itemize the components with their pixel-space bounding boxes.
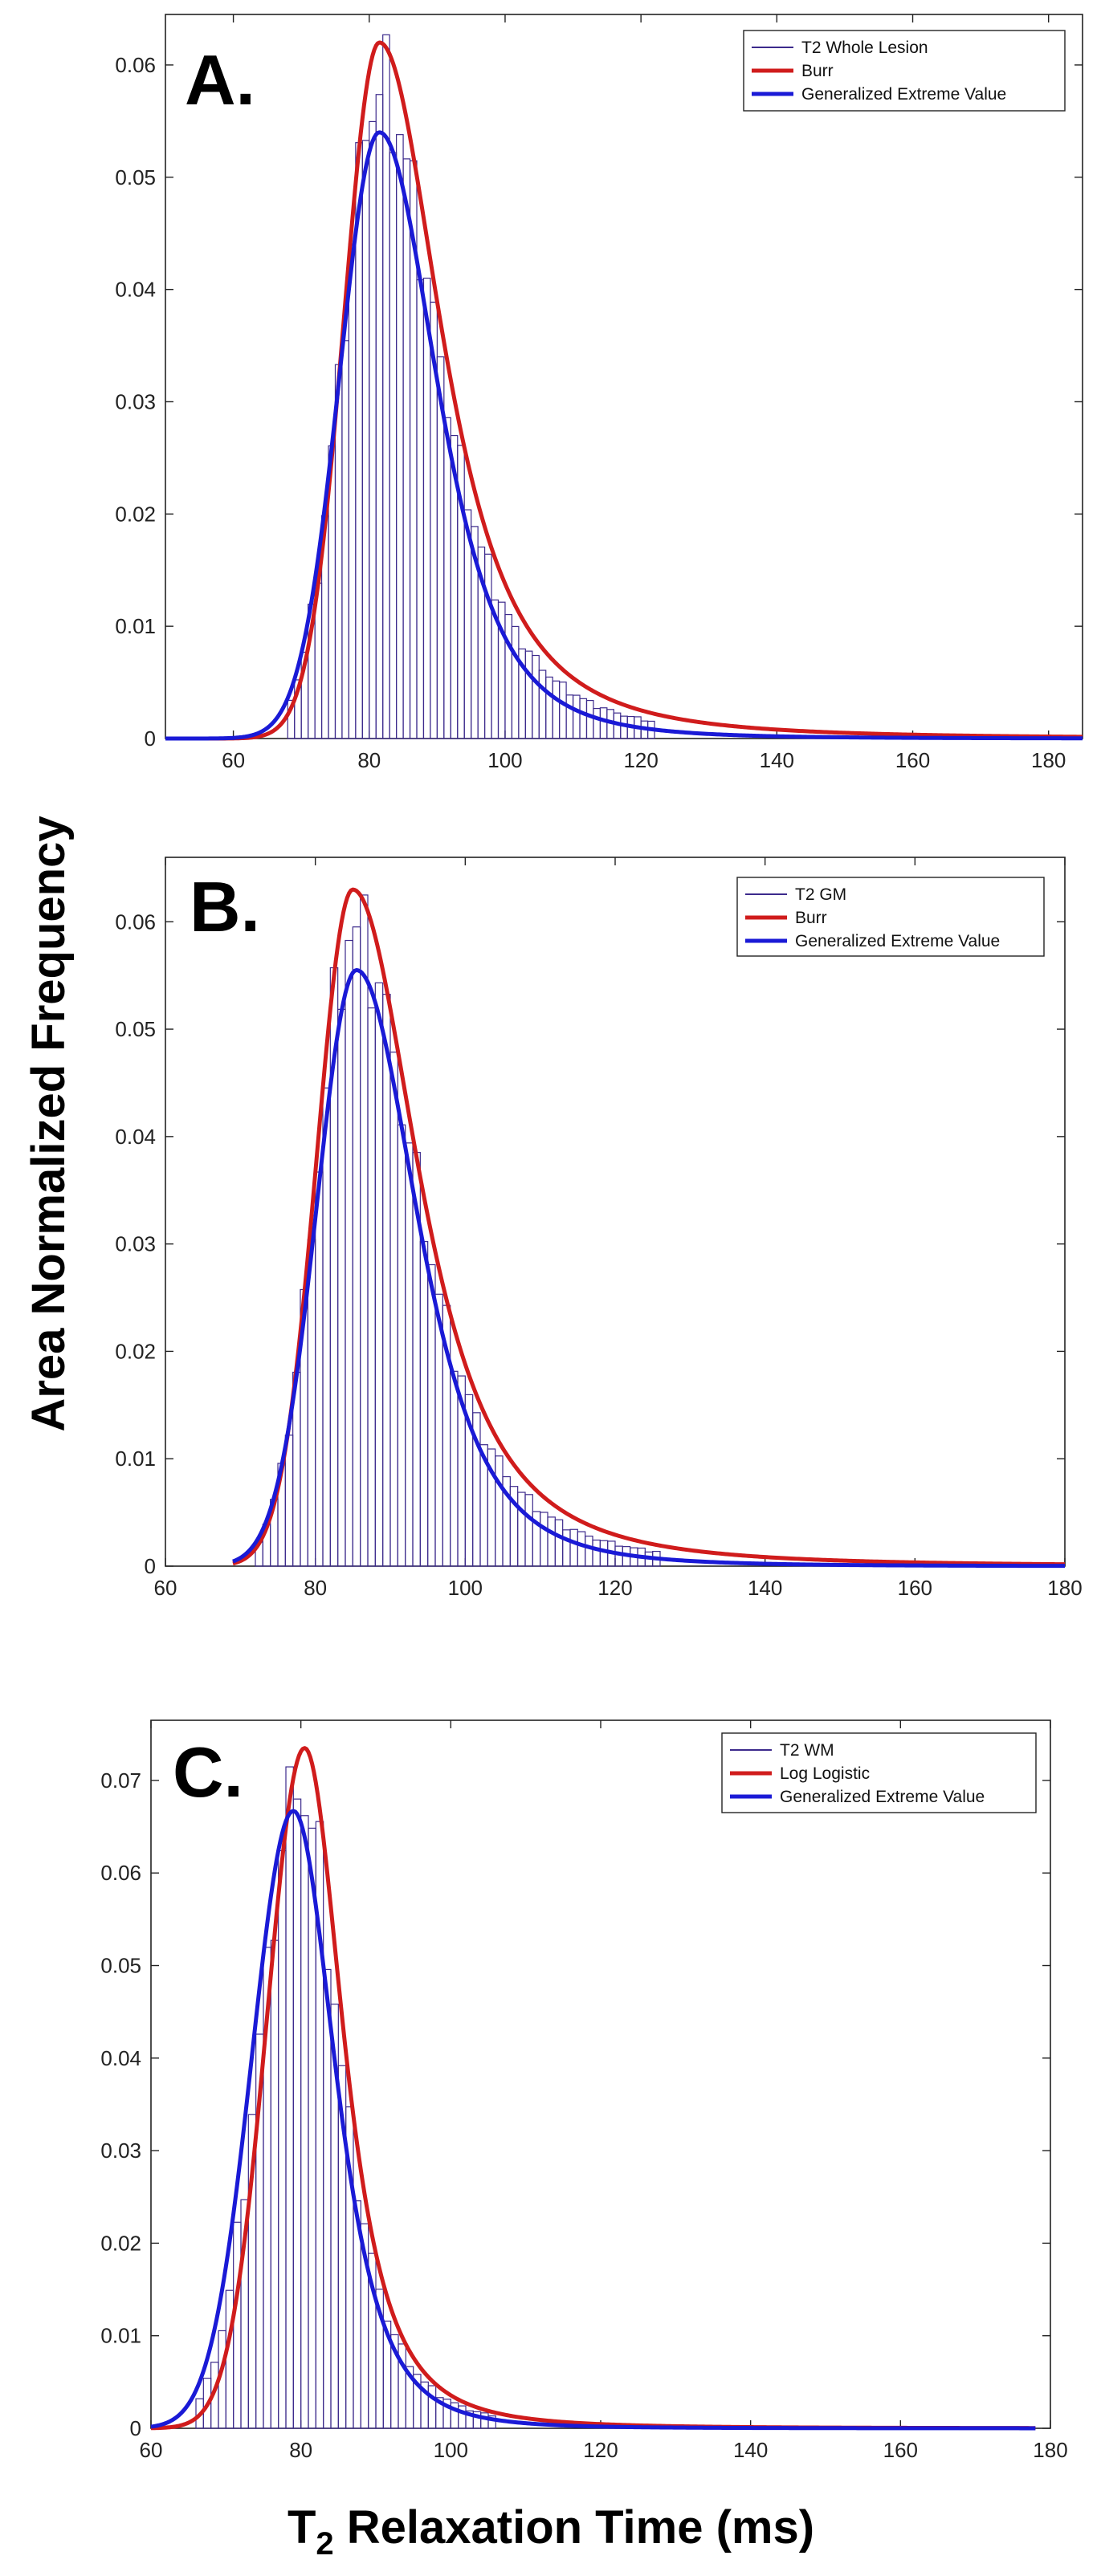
y-tick-label: 0.03 [115, 389, 156, 413]
x-tick-label: 160 [898, 1576, 932, 1600]
x-tick-label: 80 [289, 2438, 312, 2462]
y-tick-label: 0.01 [115, 1447, 156, 1471]
y-axis-title: Area Normalized Frequency [22, 816, 75, 1431]
series-line [232, 887, 1066, 1567]
y-tick-label: 0.06 [115, 910, 156, 934]
legend-entry: Burr [801, 62, 834, 80]
y-tick-label: 0.04 [115, 278, 156, 302]
x-tick-label: 140 [760, 748, 794, 772]
x-tick-label: 160 [895, 748, 930, 772]
x-tick-label: 100 [434, 2438, 468, 2462]
histogram-bar [487, 2415, 496, 2429]
x-tick-label: 120 [597, 1576, 632, 1600]
legend-entry: T2 WM [780, 1741, 834, 1760]
x-tick-label: 80 [357, 748, 381, 772]
x-tick-label: 60 [222, 748, 245, 772]
y-tick-label: 0.01 [115, 614, 156, 638]
x-tick-label: 140 [748, 1576, 782, 1600]
y-tick-label: 0 [130, 2416, 141, 2440]
panel-b: 0 0.01 0.02 0.03 0.04 0.05 0.06 60 80 100 120 140 16… [115, 857, 1083, 1600]
y-tick-label: 0.02 [115, 1339, 156, 1363]
x-tick-label: 60 [154, 1576, 177, 1600]
y-tick-label: 0.02 [115, 502, 156, 526]
legend-entry: T2 GM [795, 885, 846, 904]
x-tick-label: 80 [304, 1576, 327, 1600]
x-tick-label: 140 [733, 2438, 768, 2462]
series-line [232, 967, 1066, 1569]
x-tick-label: 180 [1047, 1576, 1082, 1600]
y-tick-label: 0.05 [115, 165, 156, 189]
x-tick-label: 120 [583, 2438, 618, 2462]
series-line [165, 130, 1083, 741]
y-tick-label: 0 [145, 726, 156, 751]
y-tick-label: 0.05 [115, 1017, 156, 1041]
legend-entry: Generalized Extreme Value [801, 85, 1006, 104]
x-tick-label: 100 [487, 748, 522, 772]
panel-label: B. [190, 867, 260, 946]
y-tick-label: 0.05 [100, 1954, 141, 1978]
x-tick-label: 100 [448, 1576, 483, 1600]
y-tick-label: 0.03 [100, 2139, 141, 2163]
y-tick-label: 0.04 [115, 1125, 156, 1149]
panel-label: C. [173, 1732, 243, 1812]
series-line [165, 40, 1083, 741]
legend: T2 WM Log Logistic Generalized Extreme Val… [721, 1732, 1037, 1813]
x-tick-label: 180 [1033, 2438, 1067, 2462]
legend-box [721, 1732, 1037, 1813]
x-tick-label: 160 [883, 2438, 918, 2462]
panel-label: A. [185, 40, 255, 120]
legend-entry: Burr [795, 909, 827, 927]
y-tick-label: 0.06 [100, 1861, 141, 1885]
legend-entry: Generalized Extreme Value [780, 1788, 985, 1806]
y-tick-label: 0.01 [100, 2324, 141, 2348]
x-axis-title-main: T [287, 2501, 316, 2554]
legend-box [743, 30, 1066, 112]
legend-box [736, 877, 1045, 957]
legend-entry: Log Logistic [780, 1764, 870, 1783]
histogram [287, 34, 655, 739]
legend: T2 GM Burr Generalized Extreme Value [736, 877, 1045, 957]
y-tick-label: 0.06 [115, 53, 156, 77]
y-tick-label: 0.04 [100, 2046, 141, 2070]
x-axis-title: T2 Relaxation Time (ms) [287, 2501, 814, 2562]
y-tick-label: 0 [145, 1554, 156, 1578]
legend-entry: T2 Whole Lesion [801, 39, 928, 57]
x-axis-title-subscript: 2 [316, 2526, 333, 2562]
x-tick-label: 60 [140, 2438, 163, 2462]
y-tick-label: 0.02 [100, 2231, 141, 2255]
x-tick-label: 120 [623, 748, 658, 772]
series-line [150, 1809, 1036, 2431]
legend: T2 Whole Lesion Burr Generalized Extreme V… [743, 30, 1066, 112]
y-tick-label: 0.07 [100, 1768, 141, 1793]
histogram [255, 894, 661, 1567]
y-tick-label: 0.03 [115, 1232, 156, 1256]
x-tick-label: 180 [1031, 748, 1066, 772]
legend-entry: Generalized Extreme Value [795, 932, 1000, 950]
panel-c: 0 0.01 0.02 0.03 0.04 0.05 0.06 0.07 60 80 100 120 1… [100, 1719, 1068, 2462]
plot-area [165, 14, 1083, 739]
x-axis-title-rest: Relaxation Time (ms) [334, 2501, 814, 2554]
panel-a: 0 0.01 0.02 0.03 0.04 0.05 0.06 60 80 100 120 140 16… [115, 14, 1083, 772]
